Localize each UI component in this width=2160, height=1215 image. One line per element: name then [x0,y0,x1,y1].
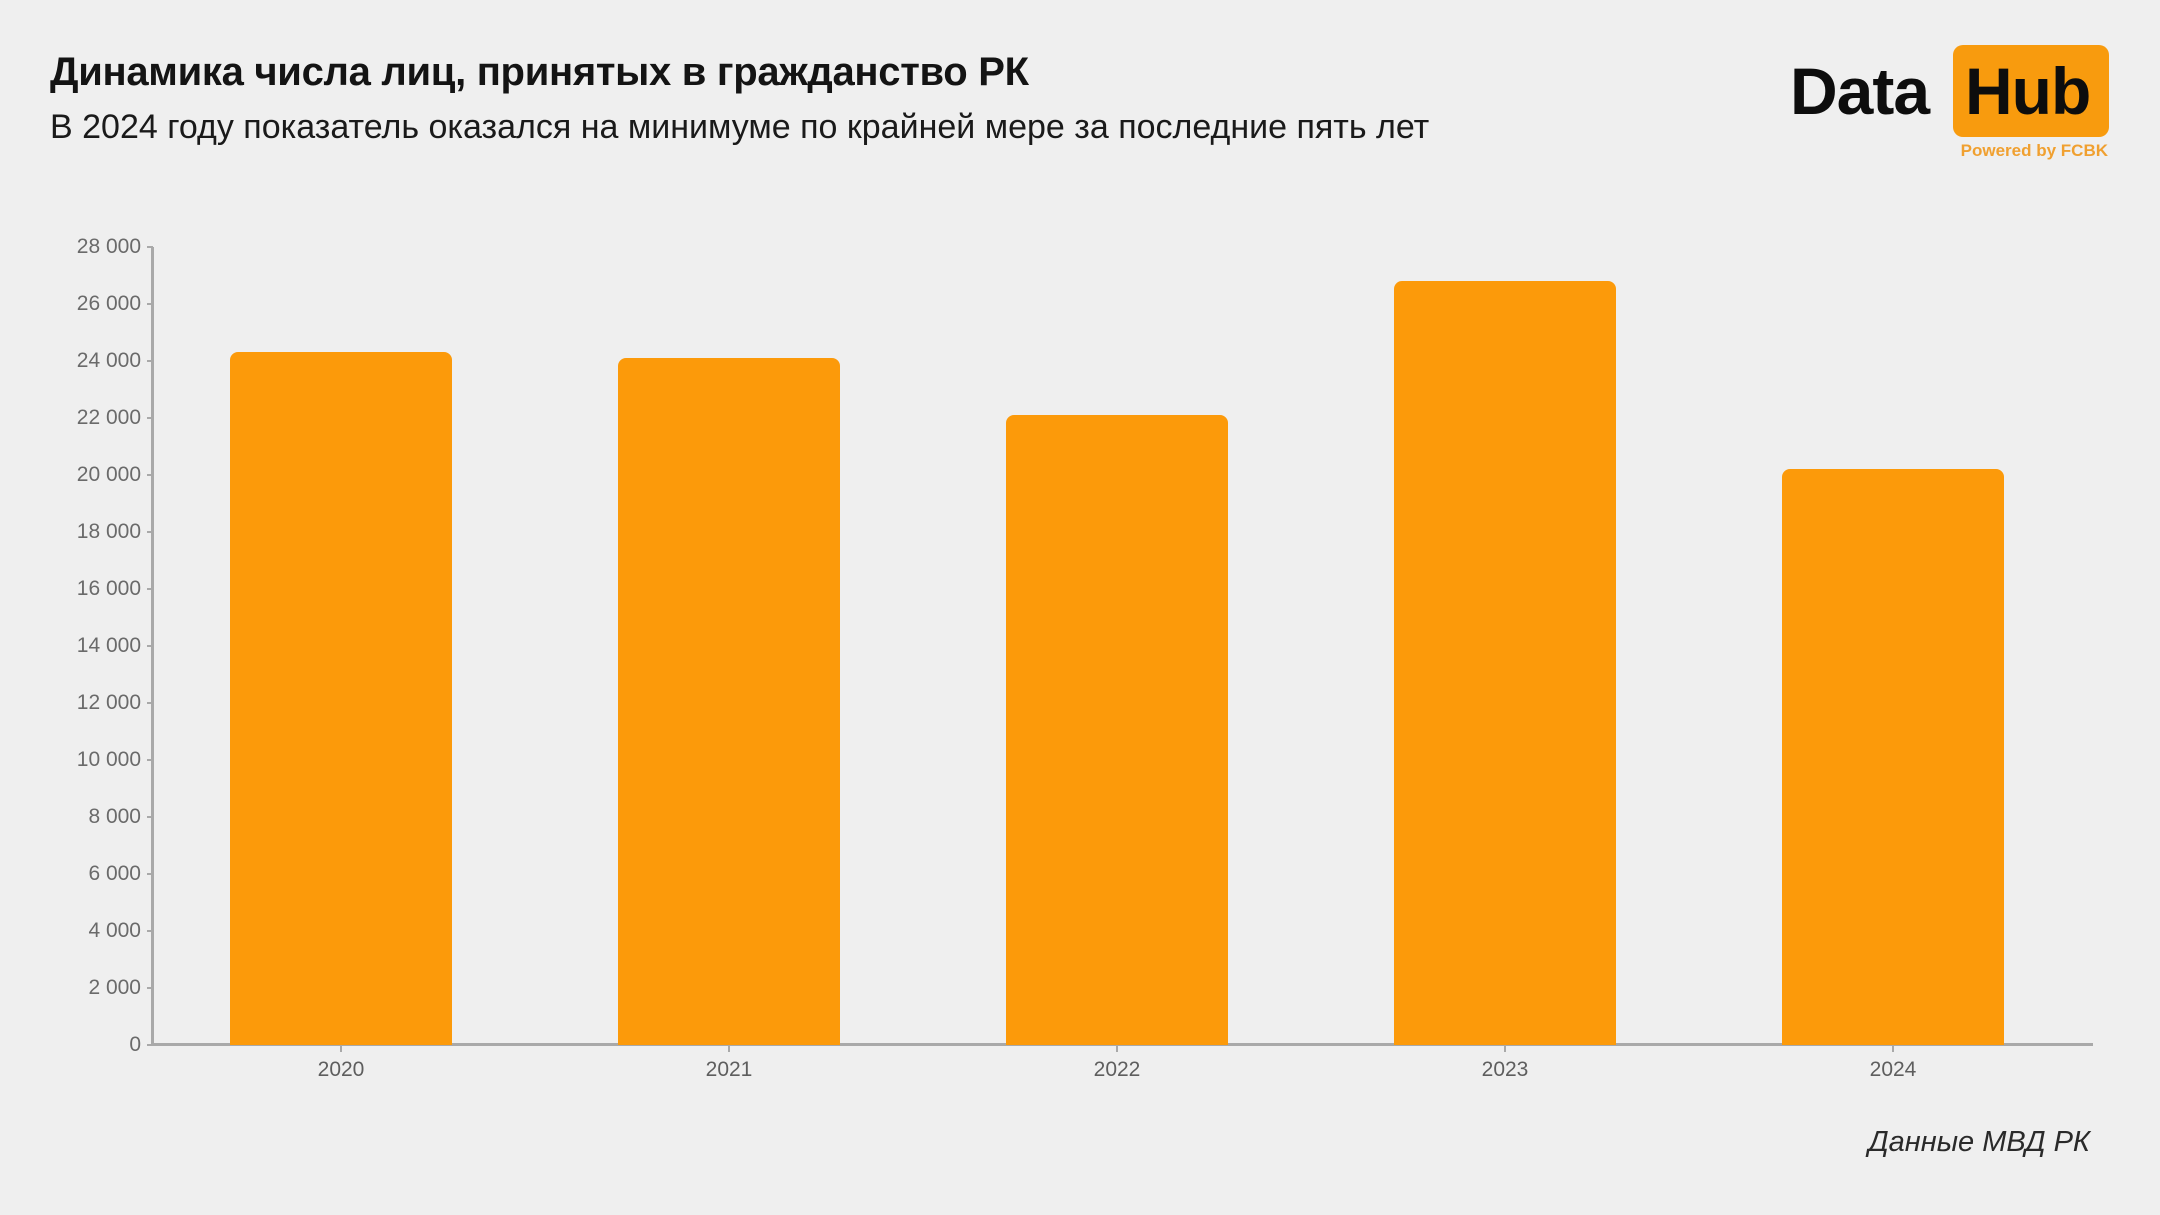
x-tick [1116,1046,1118,1052]
x-tick [1504,1046,1506,1052]
y-tick [147,759,153,761]
y-tick-label: 26 000 [76,292,141,315]
bar-2022 [1006,415,1228,1045]
y-tick-label: 16 000 [76,577,141,600]
y-tick-label: 4 000 [88,919,141,942]
y-tick [147,702,153,704]
logo-hub-box: Hub [1953,45,2109,137]
y-tick [147,987,153,989]
y-tick [147,588,153,590]
y-tick [147,246,153,248]
y-tick [147,1044,153,1046]
x-tick [340,1046,342,1052]
y-tick-label: 20 000 [76,463,141,486]
y-tick [147,930,153,932]
chart-subtitle: В 2024 году показатель оказался на миним… [50,108,1430,146]
bar-2021 [618,358,840,1045]
bar-2020 [230,352,452,1045]
y-tick [147,474,153,476]
x-tick-label: 2021 [705,1058,753,1081]
y-tick-label: 22 000 [76,406,141,429]
bar-2024 [1782,469,2004,1045]
x-tick [728,1046,730,1052]
y-tick [147,417,153,419]
y-tick [147,873,153,875]
y-tick-label: 2 000 [88,976,141,999]
x-tick-label: 2022 [1093,1058,1141,1081]
y-tick [147,816,153,818]
y-tick-label: 28 000 [76,235,141,258]
y-tick [147,645,153,647]
x-tick-label: 2023 [1481,1058,1529,1081]
bar-2023 [1394,281,1616,1045]
x-tick-label: 2020 [317,1058,365,1081]
y-tick [147,531,153,533]
x-tick-label: 2024 [1869,1058,1917,1081]
y-tick-label: 10 000 [76,748,141,771]
logo-data-text: Data [1790,54,1930,128]
y-tick-label: 6 000 [88,862,141,885]
y-tick-label: 8 000 [88,805,141,828]
logo-hub-text: Hub [1965,54,2091,128]
x-tick [1892,1046,1894,1052]
y-tick-label: 12 000 [76,691,141,714]
chart-title: Динамика числа лиц, принятых в гражданст… [50,50,1029,94]
datahub-logo: Data Hub Powered by FCBK [1790,45,2110,165]
y-tick [147,360,153,362]
y-tick-label: 18 000 [76,520,141,543]
y-tick-label: 14 000 [76,634,141,657]
y-tick-label: 0 [129,1033,141,1056]
y-tick-label: 24 000 [76,349,141,372]
y-tick [147,303,153,305]
data-source-note: Данные МВД РК [1868,1126,2090,1158]
logo-powered-by: Powered by FCBK [1960,141,2108,160]
